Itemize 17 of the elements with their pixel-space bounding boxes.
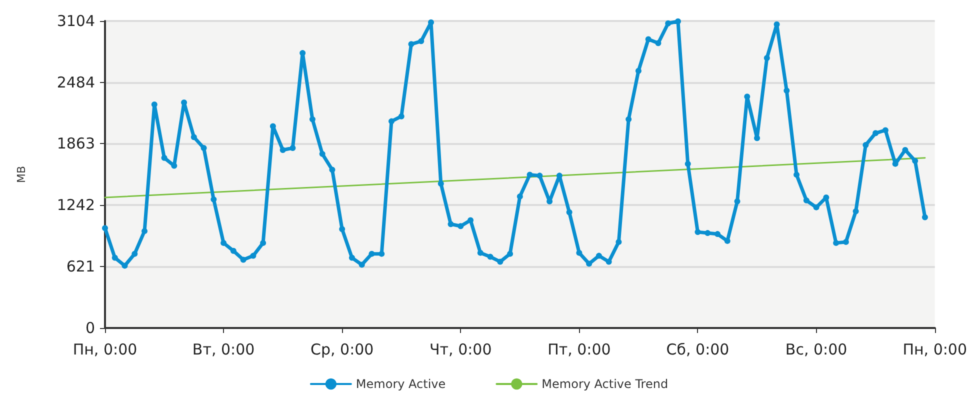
y-tick-label: 1242 [56,196,95,214]
x-tick-label: Пн, 0:00 [72,340,138,358]
x-tick-label: Вс, 0:00 [785,340,848,358]
y-tick-label: 3104 [56,12,95,30]
x-tick-label: Вт, 0:00 [192,340,255,358]
x-tick-label: Сб, 0:00 [666,340,730,358]
y-tick-label: 2484 [56,73,95,92]
y-tick-label: 1863 [56,134,95,153]
x-tick-label: Ср, 0:00 [310,340,374,358]
x-tick-label: Чт, 0:00 [430,340,492,358]
x-tick-label: Пт, 0:00 [548,340,611,358]
y-tick-label: 0 [85,319,95,337]
legend-label: Memory Active [356,377,446,391]
y-tick-label: 621 [66,258,95,276]
y-axis-title: MB [15,166,28,184]
legend-label: Memory Active Trend [542,377,668,391]
x-tick-label: Пн, 0:00 [902,340,968,358]
